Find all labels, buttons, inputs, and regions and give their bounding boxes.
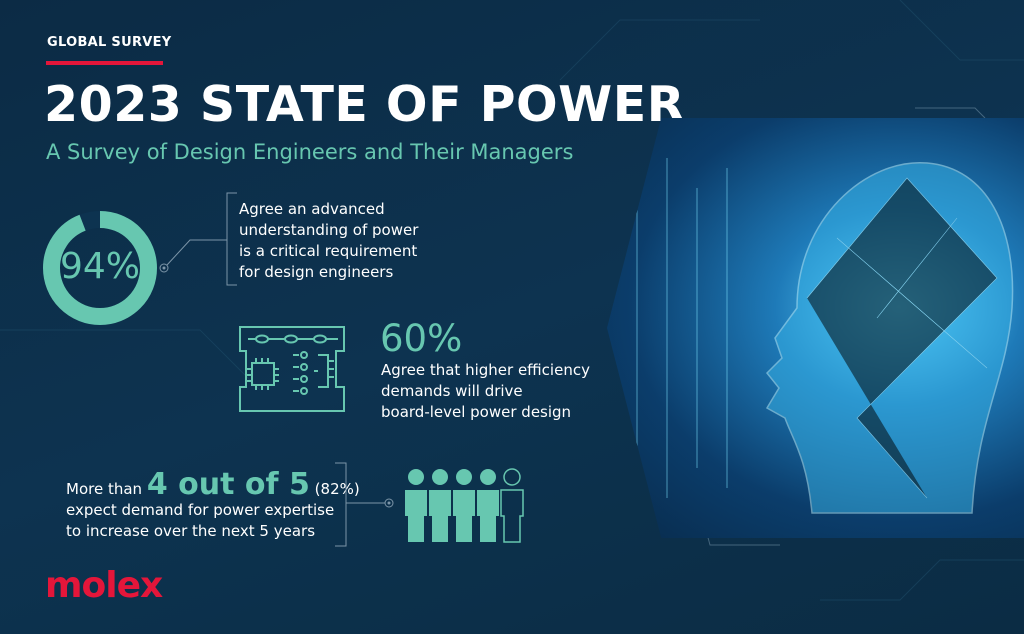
person-figure: [477, 469, 499, 542]
accent-divider: [46, 61, 163, 65]
stat-value-4-of-5: 4 out of 5: [146, 467, 310, 502]
ai-head-image: [607, 118, 1024, 538]
prefix-text: More than: [66, 480, 143, 498]
text-line: demands will drive: [381, 382, 523, 400]
text-line: More than 4 out of 5 (82%): [66, 470, 360, 500]
text-line: board-level power design: [381, 403, 572, 421]
stat-value-60: 60%: [380, 317, 463, 360]
people-icon: [405, 468, 524, 543]
connector-bracket: [159, 192, 237, 286]
person-figure: [453, 469, 475, 542]
donut-chart: [43, 211, 157, 325]
text-line: to increase over the next 5 years: [66, 522, 316, 540]
stat-value-94: 94%: [59, 246, 140, 287]
stat-description-94: Agree an advanced understanding of power…: [239, 199, 439, 283]
text-line: Agree an advanced: [239, 200, 385, 218]
molex-logo: molex: [45, 565, 163, 606]
text-line: expect demand for power expertise: [66, 501, 335, 519]
text-line: understanding of power: [239, 221, 419, 239]
circuit-board-icon: [239, 326, 345, 412]
kicker-label: GLOBAL SURVEY: [47, 35, 172, 50]
ai-head-icon: [636, 158, 1014, 514]
stat-percent: (82%): [314, 480, 360, 498]
connector-bracket: [335, 462, 394, 547]
stat-description-60: Agree that higher efficiency demands wil…: [381, 360, 611, 423]
person-figure: [429, 469, 451, 542]
page-title: 2023 STATE OF POWER: [44, 76, 685, 133]
stat-description-82: More than 4 out of 5 (82%) expect demand…: [66, 470, 360, 542]
person-figure: [500, 468, 524, 543]
person-figure: [405, 469, 427, 542]
donut-fill: [43, 211, 157, 325]
text-line: for design engineers: [239, 263, 394, 281]
text-line: Agree that higher efficiency: [381, 361, 590, 379]
text-line: is a critical requirement: [239, 242, 418, 260]
page-subtitle: A Survey of Design Engineers and Their M…: [46, 140, 574, 164]
